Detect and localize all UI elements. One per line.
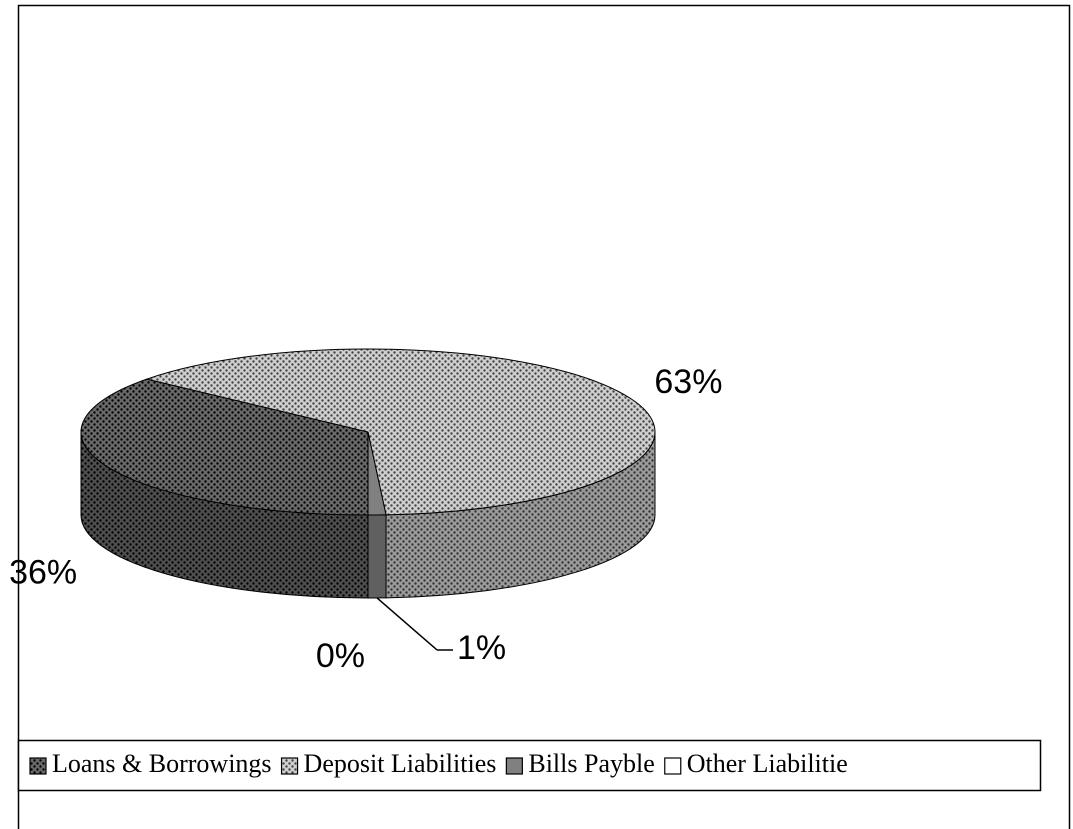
legend-label: Other Liabilitie [687, 749, 848, 778]
slice-top [367, 431, 387, 516]
legend-label: Loans & Borrowings [52, 749, 272, 778]
slice-top [145, 348, 656, 516]
legend-swatch [664, 757, 682, 775]
legend-label: Deposit Liabilities [304, 749, 497, 778]
leader-line [376, 597, 438, 651]
data-label: 36% [9, 554, 77, 592]
data-label: 63% [654, 363, 722, 401]
pie: 36% 63% 1% 0% [9, 348, 722, 675]
data-label: 1% [457, 629, 506, 667]
legend-label: Bills Payble [528, 749, 654, 778]
legend: Loans & Borrowings Deposit Liabilities Bil… [29, 749, 848, 778]
legend-box [17, 739, 1042, 792]
legend-swatch [29, 757, 47, 775]
data-label: 0% [316, 637, 365, 675]
slice-top [80, 378, 369, 516]
legend-swatch [505, 757, 523, 775]
legend-swatch [280, 757, 299, 775]
